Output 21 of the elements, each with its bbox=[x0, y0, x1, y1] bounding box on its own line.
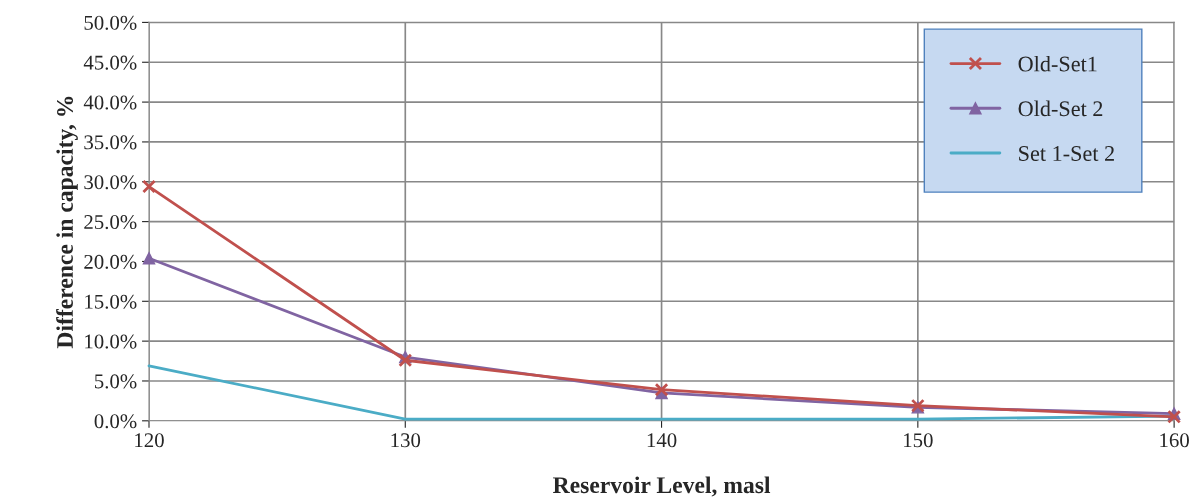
x-tick-label: 130 bbox=[391, 433, 421, 448]
y-tick-label: 45.0% bbox=[83, 55, 137, 70]
x-tick-label: 160 bbox=[1160, 433, 1189, 448]
y-tick-label: 20.0% bbox=[84, 254, 137, 269]
x-tick-label: 120 bbox=[135, 433, 164, 448]
y-tick-label: 40.0% bbox=[83, 95, 137, 110]
y-tick-label: 10.0% bbox=[85, 334, 137, 349]
legend-label: Old-Set 2 bbox=[1018, 100, 1103, 117]
y-tick-label: 50.0% bbox=[84, 15, 137, 30]
x-tick-label: 140 bbox=[647, 433, 677, 448]
y-tick-label: 35.0% bbox=[84, 135, 137, 150]
legend-label: Set 1-Set 2 bbox=[1019, 146, 1114, 161]
y-tick-label: 0.0% bbox=[94, 414, 137, 429]
legend-label: Old-Set1 bbox=[1018, 55, 1097, 72]
x-tick-label: 150 bbox=[904, 433, 933, 448]
y-tick-label: 5.0% bbox=[95, 374, 137, 389]
y-tick-label: 15.0% bbox=[85, 294, 137, 309]
y-tick-label: 25.0% bbox=[84, 214, 137, 230]
y-axis-title: Difference in capacity, % bbox=[56, 96, 78, 349]
y-tick-label: 30.0% bbox=[84, 175, 137, 190]
x-axis-title: Reservoir Level, masl bbox=[553, 476, 771, 497]
